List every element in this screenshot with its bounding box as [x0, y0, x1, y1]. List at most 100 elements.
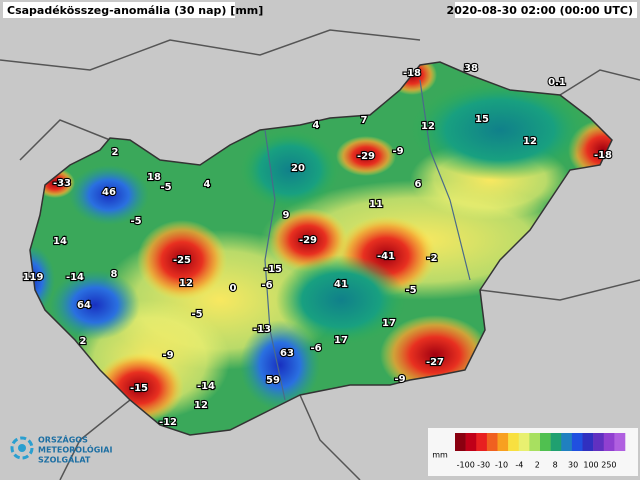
legend-swatch	[508, 433, 520, 451]
station-value: -6	[310, 343, 321, 354]
logo-mark	[18, 444, 26, 452]
legend-tick-label: 250	[601, 461, 616, 470]
field-blob	[240, 130, 340, 210]
station-value: 2	[80, 336, 87, 347]
station-value: 0	[230, 283, 237, 294]
station-value: -9	[392, 146, 403, 157]
legend-swatch	[571, 433, 583, 451]
legend-swatch	[529, 433, 541, 451]
station-value: -18	[594, 150, 612, 161]
legend-tick-label: 8	[553, 461, 558, 470]
station-value: -5	[130, 216, 141, 227]
legend-swatch	[550, 433, 562, 451]
field-blob	[276, 255, 406, 345]
station-value: 4	[313, 120, 320, 131]
legend-tick-label: 30	[568, 461, 578, 470]
station-value: -33	[53, 178, 71, 189]
station-value: 64	[77, 300, 91, 311]
legend-tick-label: 100	[583, 461, 598, 470]
station-value: 38	[464, 63, 478, 74]
station-value: -41	[377, 251, 395, 262]
station-value: 17	[334, 335, 348, 346]
field-blob	[240, 320, 320, 410]
station-value: -18	[403, 68, 421, 79]
station-value: 0.1	[548, 77, 566, 88]
station-value: 41	[334, 279, 348, 290]
station-value: 4	[204, 179, 211, 190]
station-value: 59	[266, 375, 280, 386]
station-value: 46	[102, 187, 116, 198]
station-value: 119	[23, 272, 44, 283]
legend-swatch	[497, 433, 509, 451]
legend-swatch	[455, 433, 466, 451]
legend-tick-label: -30	[477, 461, 490, 470]
station-value: -14	[197, 381, 215, 392]
station-value: 12	[421, 121, 435, 132]
station-value: -9	[162, 350, 173, 361]
station-value: -5	[160, 182, 171, 193]
legend-swatch	[614, 433, 626, 451]
legend-tick-label: 2	[535, 461, 540, 470]
legend-swatch	[540, 433, 551, 451]
date: 2020-08-30 02:00 (00:00 UTC)	[447, 4, 633, 17]
logo-text: ORSZÁGOS	[38, 434, 88, 445]
station-value: 18	[147, 172, 161, 183]
station-value: -29	[299, 235, 317, 246]
station-value: -25	[173, 255, 191, 266]
field-blob	[50, 270, 140, 340]
legend-tick-label: -10	[495, 461, 508, 470]
station-value: 8	[111, 269, 118, 280]
legend-swatch	[582, 433, 594, 451]
logo	[10, 436, 34, 460]
legend-swatch	[603, 433, 615, 451]
station-value: -29	[357, 151, 375, 162]
station-value: 20	[291, 163, 305, 174]
legend-swatch	[476, 433, 488, 451]
station-value: 12	[523, 136, 537, 147]
station-value: -13	[253, 324, 271, 335]
station-value: -12	[159, 417, 177, 428]
logo-text: SZOLGÁLAT	[38, 454, 91, 465]
date-box	[455, 2, 637, 18]
legend-tick-label: -100	[457, 461, 475, 470]
legend-swatch	[561, 433, 573, 451]
country-border	[29, 61, 613, 436]
station-value: -15	[130, 383, 148, 394]
title-box	[3, 2, 235, 18]
station-value: -14	[66, 272, 84, 283]
title: Csapadékösszeg-anomália (30 nap) [mm]	[7, 4, 263, 17]
station-value: -6	[261, 280, 272, 291]
station-value: 17	[382, 318, 396, 329]
field-blob	[410, 80, 590, 180]
field-blob	[69, 165, 149, 225]
station-value: -5	[405, 285, 416, 296]
station-value: 12	[179, 278, 193, 289]
legend-swatch	[465, 433, 477, 451]
legend-swatch	[518, 433, 530, 451]
borders	[0, 29, 640, 480]
logo-mark	[10, 436, 34, 460]
station-value: 9	[283, 210, 290, 221]
rivers	[264, 79, 471, 401]
legend-swatch	[486, 433, 498, 451]
legend-swatch	[593, 433, 605, 451]
field-blob	[137, 220, 227, 300]
field-blob	[336, 136, 396, 176]
station-value: 2	[112, 147, 119, 158]
station-value: 11	[369, 199, 383, 210]
station-value: 12	[194, 400, 208, 411]
station-value: -15	[264, 264, 282, 275]
station-value: 14	[53, 236, 67, 247]
station-value: -9	[394, 374, 405, 385]
station-value: 6	[415, 179, 422, 190]
field-blob	[30, 245, 55, 315]
legend-unit: mm	[432, 451, 448, 460]
station-value: -27	[426, 357, 444, 368]
station-value: 63	[280, 348, 294, 359]
station-value: -5	[191, 309, 202, 320]
station-value: 15	[475, 114, 489, 125]
logo-text: METEOROLÓGIAI	[38, 444, 112, 455]
station-value: 7	[361, 115, 368, 126]
legend-tick-label: -4	[515, 461, 523, 470]
